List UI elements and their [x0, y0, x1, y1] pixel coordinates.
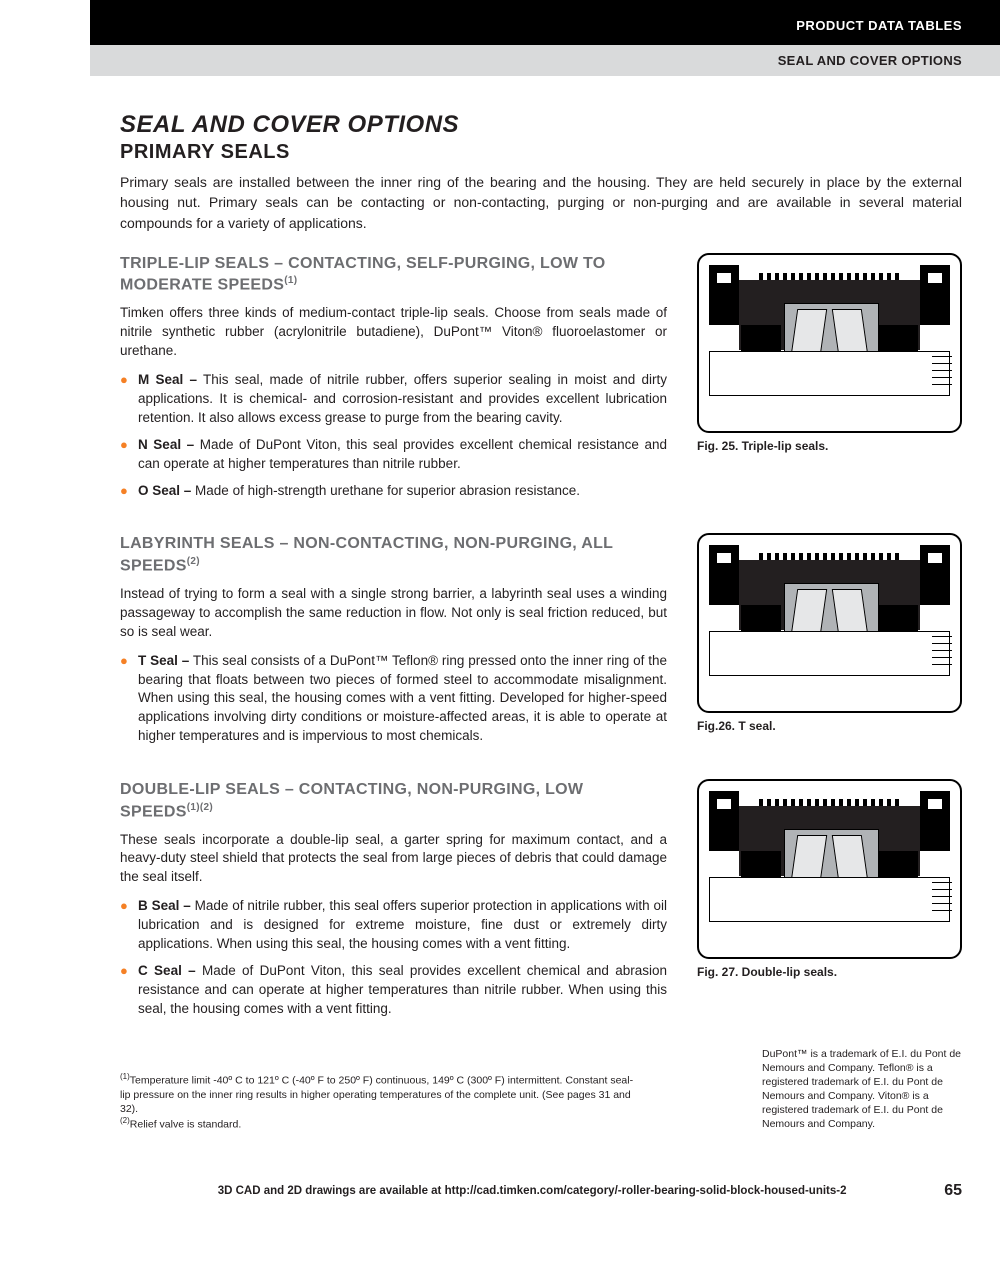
section-double-lip: DOUBLE-LIP SEALS – CONTACTING, NON-PURGI…	[120, 779, 962, 1027]
footnotes: (1)Temperature limit -40º C to 121º C (-…	[120, 1072, 640, 1132]
section-body: These seals incorporate a double-lip sea…	[120, 831, 667, 888]
header-gray: SEAL AND COVER OPTIONS	[90, 45, 1000, 76]
figure-double-lip	[697, 779, 962, 959]
figure-triple-lip	[697, 253, 962, 433]
section-heading: TRIPLE-LIP SEALS – CONTACTING, SELF-PURG…	[120, 253, 667, 297]
bottom-row: (1)Temperature limit -40º C to 121º C (-…	[120, 1032, 962, 1132]
intro-paragraph: Primary seals are installed between the …	[120, 172, 962, 233]
page-content: SEAL AND COVER OPTIONS PRIMARY SEALS Pri…	[0, 76, 1000, 1152]
list-item: C Seal – Made of DuPont Viton, this seal…	[138, 962, 667, 1019]
list-item: B Seal – Made of nitrile rubber, this se…	[138, 897, 667, 954]
section-heading: DOUBLE-LIP SEALS – CONTACTING, NON-PURGI…	[120, 779, 667, 823]
page-title: SEAL AND COVER OPTIONS	[120, 111, 962, 139]
list-item: M Seal – This seal, made of nitrile rubb…	[138, 371, 667, 428]
section-body: Timken offers three kinds of medium-cont…	[120, 304, 667, 361]
list-item: O Seal – Made of high-strength urethane …	[138, 482, 667, 501]
list-item: T Seal – This seal consists of a DuPont™…	[138, 652, 667, 746]
bullet-list: T Seal – This seal consists of a DuPont™…	[120, 652, 667, 746]
bullet-list: B Seal – Made of nitrile rubber, this se…	[120, 897, 667, 1018]
figure-caption: Fig. 27. Double-lip seals.	[697, 965, 962, 979]
footer-text: 3D CAD and 2D drawings are available at …	[120, 1185, 944, 1197]
figure-caption: Fig. 25. Triple-lip seals.	[697, 439, 962, 453]
section-heading: LABYRINTH SEALS – NON-CONTACTING, NON-PU…	[120, 533, 667, 577]
figure-caption: Fig.26. T seal.	[697, 719, 962, 733]
page-subtitle: PRIMARY SEALS	[120, 141, 962, 164]
section-body: Instead of trying to form a seal with a …	[120, 585, 667, 642]
section-labyrinth: LABYRINTH SEALS – NON-CONTACTING, NON-PU…	[120, 533, 962, 754]
figure-t-seal	[697, 533, 962, 713]
page-number: 65	[944, 1182, 962, 1200]
trademark-note: DuPont™ is a trademark of E.I. du Pont d…	[762, 1047, 962, 1132]
section-triple-lip: TRIPLE-LIP SEALS – CONTACTING, SELF-PURG…	[120, 253, 962, 509]
list-item: N Seal – Made of DuPont Viton, this seal…	[138, 436, 667, 474]
bullet-list: M Seal – This seal, made of nitrile rubb…	[120, 371, 667, 500]
header-black: PRODUCT DATA TABLES	[90, 0, 1000, 45]
page-footer: 3D CAD and 2D drawings are available at …	[120, 1182, 962, 1230]
